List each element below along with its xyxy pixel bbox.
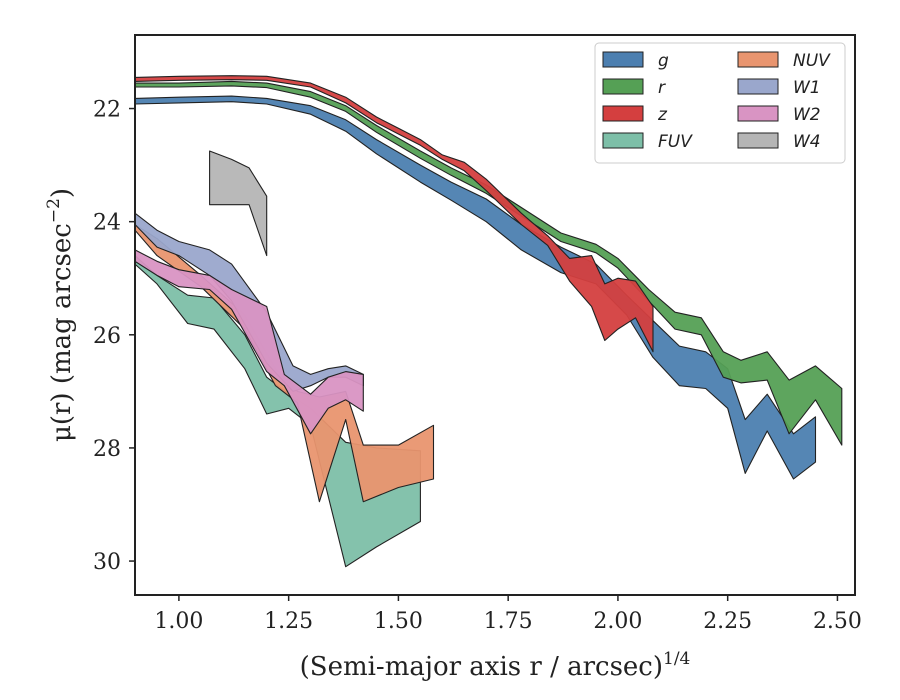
plot-frame: [134, 34, 856, 596]
y-axis-label-exponent: −2: [44, 198, 64, 223]
legend-swatch-fuv: [602, 132, 644, 149]
legend-swatch-w2: [737, 105, 779, 122]
y-tick-label: 22: [93, 98, 121, 123]
band-w2: [135, 249, 364, 435]
y-tick-label: 24: [93, 211, 121, 236]
y-axis-label: μ(r) (mag arcsec−2): [44, 188, 77, 442]
x-axis-label: (Semi-major axis r / arcsec)1/4: [300, 649, 691, 682]
band-layer: [135, 75, 843, 568]
legend-label-fuv: FUV: [658, 132, 693, 152]
band-fuv: [135, 255, 421, 568]
legend: grz FUV NUV W1 W2 W4: [594, 42, 846, 164]
legend-label-w2: W2: [793, 105, 821, 125]
legend-label-w4: W4: [793, 132, 821, 152]
legend-label-nuv: NUV: [793, 51, 831, 71]
tick-layer: 1.00 1.25 1.50 1.75 2.00 2.25 2.50 22 24 26 28 30: [93, 98, 862, 634]
legend-label-w1: W1: [793, 78, 821, 98]
legend-swatch-w4: [737, 132, 779, 149]
x-tick-label: 2.25: [703, 609, 752, 634]
x-axis-label-exponent: 1/4: [663, 649, 690, 669]
legend-label-g: g: [658, 51, 669, 71]
y-tick-label: 30: [93, 550, 121, 575]
legend-swatch-z: [602, 105, 644, 122]
legend-label-z: z: [657, 105, 668, 125]
band-g: [135, 95, 817, 480]
x-tick-label: 2.00: [593, 609, 642, 634]
x-tick-label: 1.50: [374, 609, 423, 634]
y-axis-label-close: ): [47, 188, 77, 198]
x-tick-label: 1.25: [264, 609, 313, 634]
x-tick-label: 1.00: [154, 609, 203, 634]
legend-box: [594, 42, 846, 164]
band-w4: [209, 150, 268, 257]
legend-swatch-r: [602, 78, 644, 95]
x-axis-label-main: (Semi-major axis r / arcsec): [300, 652, 663, 682]
legend-swatch-nuv: [737, 51, 779, 68]
band-r: [135, 80, 843, 446]
y-tick-label: 26: [93, 324, 121, 349]
x-tick-label: 1.75: [484, 609, 533, 634]
y-axis-label-main: μ(r) (mag arcsec: [47, 223, 77, 442]
y-tick-label: 28: [93, 437, 121, 462]
legend-label-r: r: [658, 78, 666, 98]
legend-swatch-w1: [737, 78, 779, 95]
x-tick-label: 2.50: [813, 609, 862, 634]
band-z: [135, 75, 654, 353]
legend-swatch-g: [602, 51, 644, 68]
